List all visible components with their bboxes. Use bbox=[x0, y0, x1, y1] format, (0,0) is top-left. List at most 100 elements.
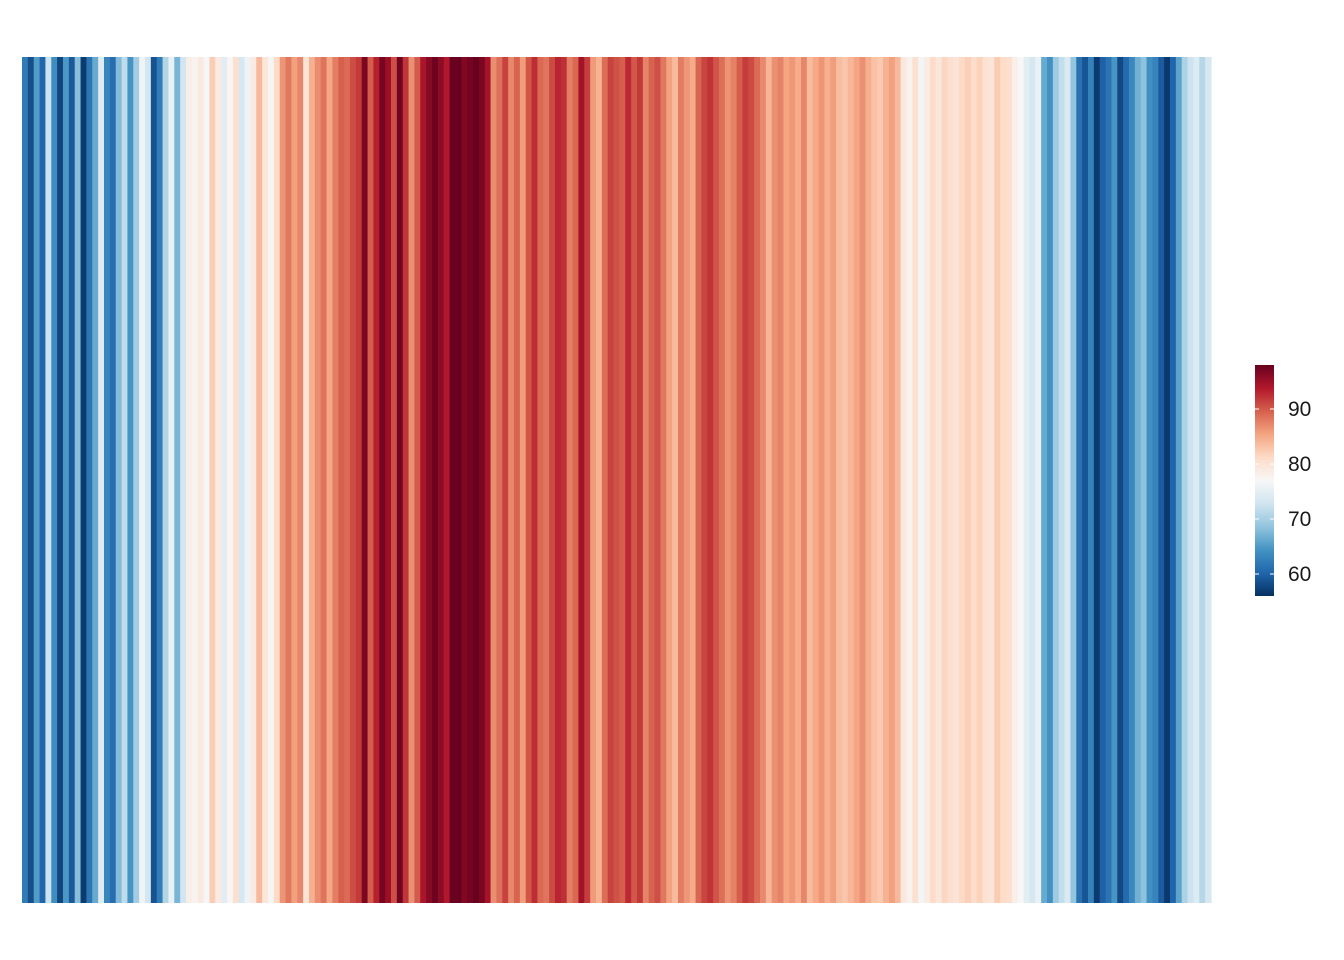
stripe bbox=[1187, 57, 1195, 903]
colorbar-tick-label: 80 bbox=[1288, 453, 1311, 476]
stripe bbox=[350, 57, 357, 903]
stripe bbox=[514, 57, 521, 903]
stripe bbox=[578, 57, 585, 903]
stripe bbox=[22, 57, 29, 903]
stripe bbox=[1129, 57, 1136, 903]
stripe bbox=[701, 57, 708, 903]
stripe bbox=[572, 57, 580, 903]
stripe bbox=[227, 57, 234, 903]
stripe bbox=[139, 57, 146, 903]
stripe bbox=[1023, 57, 1031, 903]
stripe bbox=[771, 57, 779, 903]
stripe bbox=[45, 57, 52, 903]
stripe bbox=[1164, 57, 1171, 903]
stripe bbox=[625, 57, 632, 903]
stripe bbox=[865, 57, 872, 903]
stripe bbox=[847, 57, 855, 903]
stripe bbox=[1035, 57, 1042, 903]
stripe bbox=[765, 57, 773, 903]
colorbar-tick-label: 90 bbox=[1288, 398, 1311, 421]
stripe bbox=[754, 57, 761, 903]
stripe bbox=[607, 57, 615, 903]
stripe bbox=[1175, 57, 1183, 903]
stripe bbox=[443, 57, 451, 903]
stripe bbox=[455, 57, 462, 903]
stripe bbox=[666, 57, 673, 903]
stripe bbox=[818, 57, 826, 903]
stripe bbox=[596, 57, 603, 903]
stripe bbox=[888, 57, 896, 903]
stripe bbox=[168, 57, 175, 903]
stripe bbox=[830, 57, 837, 903]
stripe bbox=[109, 57, 117, 903]
stripe bbox=[953, 57, 960, 903]
stripe bbox=[367, 57, 375, 903]
stripe bbox=[145, 57, 152, 903]
stripe bbox=[432, 57, 439, 903]
stripe bbox=[215, 57, 222, 903]
stripe bbox=[1006, 57, 1013, 903]
stripe bbox=[543, 57, 550, 903]
stripe bbox=[467, 57, 474, 903]
stripe bbox=[748, 57, 755, 903]
stripe bbox=[935, 57, 943, 903]
stripe bbox=[637, 57, 644, 903]
stripe bbox=[631, 57, 638, 903]
stripe bbox=[947, 57, 954, 903]
stripe bbox=[584, 57, 591, 903]
stripe bbox=[51, 57, 58, 903]
stripe bbox=[186, 57, 193, 903]
stripe bbox=[1181, 57, 1189, 903]
stripe bbox=[660, 57, 667, 903]
stripe bbox=[121, 57, 129, 903]
stripe bbox=[1093, 57, 1101, 903]
stripe bbox=[320, 57, 328, 903]
stripe bbox=[894, 57, 902, 903]
stripe bbox=[279, 57, 287, 903]
stripe bbox=[853, 57, 861, 903]
stripe bbox=[1041, 57, 1048, 903]
stripe bbox=[180, 57, 187, 903]
stripe bbox=[209, 57, 216, 903]
stripe bbox=[912, 57, 919, 903]
stripe bbox=[648, 57, 656, 903]
colorbar-legend: 60 70 80 90 bbox=[1255, 365, 1311, 596]
stripe bbox=[197, 57, 205, 903]
stripe bbox=[1105, 57, 1113, 903]
stripe bbox=[777, 57, 785, 903]
stripe bbox=[420, 57, 427, 903]
stripe bbox=[924, 57, 931, 903]
stripe bbox=[877, 57, 884, 903]
stripe bbox=[461, 57, 468, 903]
stripe bbox=[1134, 57, 1142, 903]
stripe bbox=[203, 57, 211, 903]
stripe bbox=[221, 57, 228, 903]
stripe bbox=[683, 57, 691, 903]
stripe bbox=[426, 57, 433, 903]
stripe bbox=[689, 57, 697, 903]
stripe bbox=[678, 57, 685, 903]
stripe bbox=[396, 57, 404, 903]
stripe bbox=[724, 57, 732, 903]
stripe bbox=[713, 57, 720, 903]
stripe bbox=[291, 57, 298, 903]
stripe bbox=[900, 57, 908, 903]
stripe bbox=[1123, 57, 1130, 903]
stripe bbox=[80, 57, 88, 903]
stripe bbox=[789, 57, 796, 903]
stripe bbox=[836, 57, 843, 903]
stripe bbox=[256, 57, 263, 903]
stripe bbox=[707, 57, 714, 903]
stripe bbox=[391, 57, 398, 903]
colorbar-gradient bbox=[1255, 365, 1274, 596]
stripe bbox=[385, 57, 392, 903]
stripe bbox=[402, 57, 410, 903]
stripe bbox=[959, 57, 966, 903]
stripe bbox=[68, 57, 76, 903]
stripe bbox=[929, 57, 937, 903]
stripe bbox=[795, 57, 802, 903]
stripe bbox=[262, 57, 269, 903]
stripe bbox=[619, 57, 626, 903]
stripe bbox=[238, 57, 246, 903]
